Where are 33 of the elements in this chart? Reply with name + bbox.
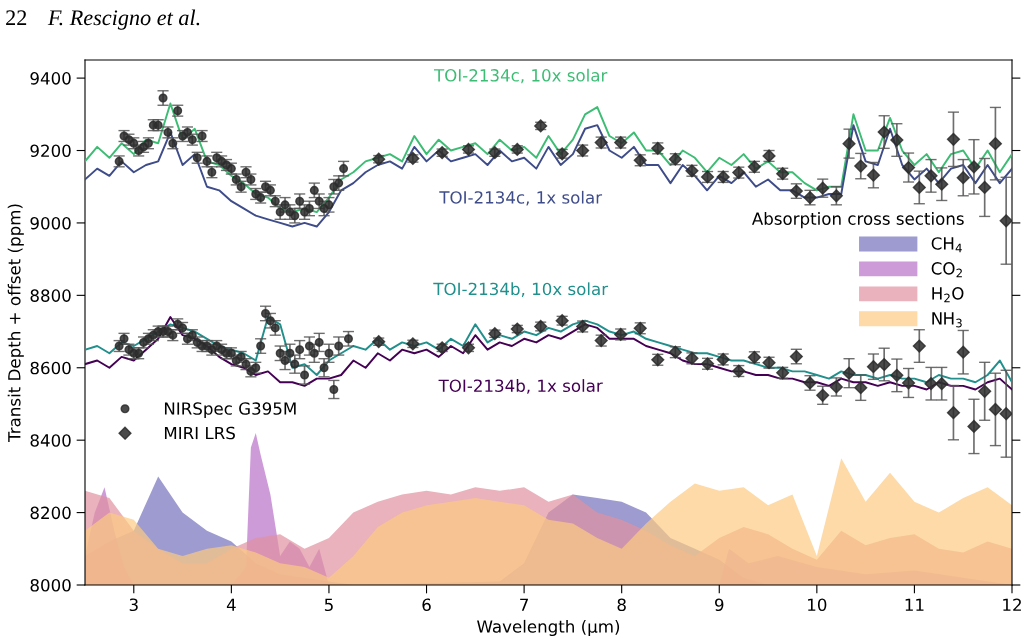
x-axis-title: Wavelength (μm) [477,619,620,637]
legend-label: MIRI LRS [164,426,235,440]
legend-title: Absorption cross sections [751,212,964,229]
x-tick-label: 7 [520,598,528,611]
y-axis-title: Transit Depth + offset (ppm) [7,204,24,443]
x-tick-label: 5 [324,598,333,612]
series-label: TOI-2134b, 1x solar [438,379,603,394]
y-tick-label: 8800 [30,289,71,302]
x-tick-label: 10 [808,598,827,612]
x-tick-label: 12 [1003,598,1021,611]
legend-label: CH$_{4}$ [931,237,962,253]
series-label: TOI-2134b, 10x solar [433,282,609,297]
x-tick-label: 9 [715,598,724,612]
text: 22 [6,10,27,26]
y-tick-label: 8600 [30,361,71,375]
y-tick-label: 8400 [30,434,71,447]
y-tick-label: 8200 [30,506,71,520]
y-tick-label: 9400 [30,72,71,85]
x-tick-label: 3 [129,598,138,612]
x-tick-label: 8 [617,598,626,612]
y-tick-label: 9000 [30,216,71,230]
x-tick-label: 4 [226,598,236,611]
x-tick-label: 11 [905,598,924,611]
legend-label: H$_{2}$O [932,287,964,303]
legend-label: CO$_{2}$ [931,262,962,278]
y-tick-label: 8000 [30,578,71,592]
y-tick-label: 9200 [30,144,71,158]
text: F. Rescigno et al. [47,9,200,30]
legend-label: NH$_{3}$ [932,312,962,328]
series-label: TOI-2134c, 1x solar [439,190,603,206]
legend-label: NIRSpec G395M [164,402,296,419]
series-label: TOI-2134c, 10x solar [433,68,608,84]
x-tick-label: 6 [422,598,431,612]
